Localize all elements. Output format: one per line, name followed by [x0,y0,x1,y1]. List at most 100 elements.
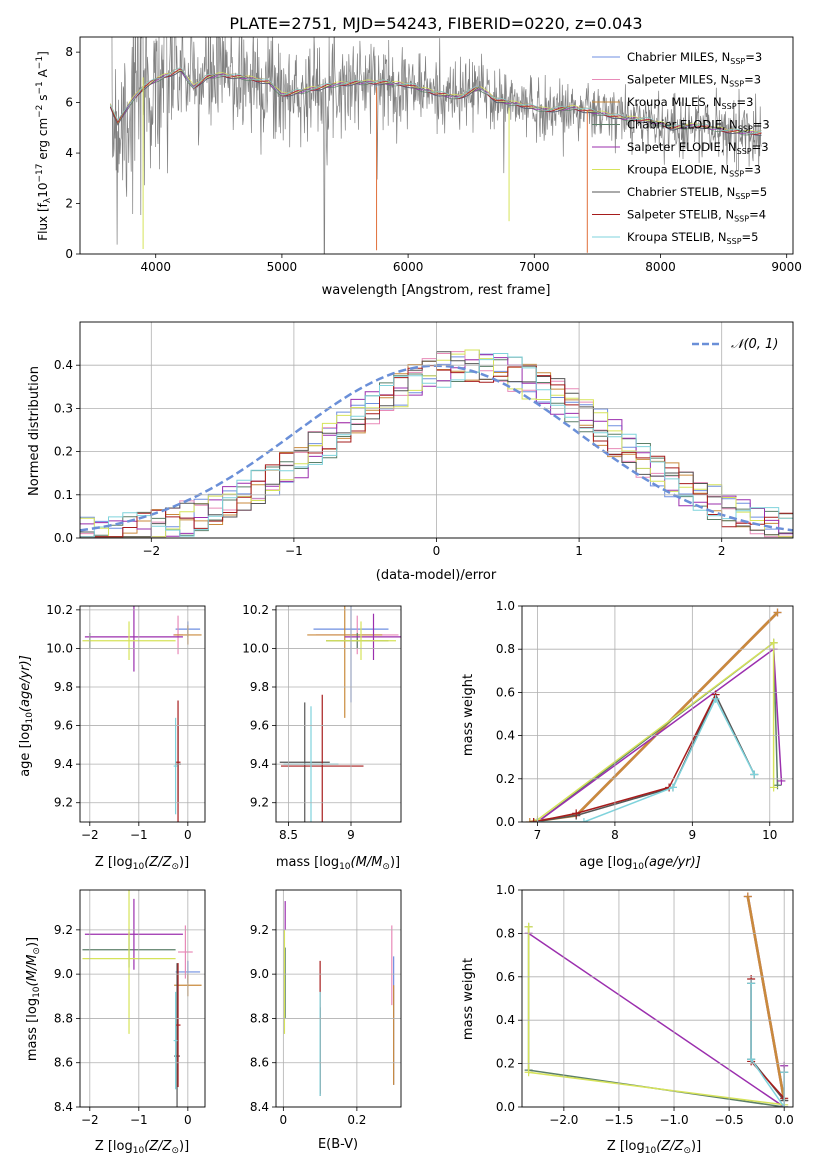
residuals-ytick-label: 0.3 [54,401,73,415]
weight-series-line [533,692,755,822]
mass-vs-Z-ytick-label: 9.2 [54,923,73,937]
weight-point-marker [773,608,782,617]
weight-point-marker [668,783,677,792]
weight-point-marker [747,1055,756,1064]
weight-point-marker [773,781,782,790]
age-vs-mass-ytick-label: 10.2 [242,603,269,617]
ebv-marks [283,901,395,1096]
weight-vs-age-xtick-label: 7 [534,828,542,842]
weight-point-marker [711,694,720,703]
spectrum-xtick-label: 6000 [393,260,424,274]
weight-vs-age-marks [525,608,786,822]
age-vs-Z-ytick-label: 9.2 [54,796,73,810]
residuals-xtick-label: 1 [575,544,583,558]
age-vs-mass-ytick-label: 9.8 [250,680,269,694]
weight-vs-age-xlabel: age [log10(age/yr)] [579,855,701,872]
age-vs-Z-ytick-label: 10.0 [46,641,73,655]
ebv-hist-xtick-label: 0 [280,1113,288,1127]
weight-vs-age-ytick-label: 0.0 [496,815,515,829]
spectrum-ytick-label: 6 [65,96,73,110]
age-vs-mass-ytick-label: 9.4 [250,757,269,771]
weight-point-marker [524,1068,533,1077]
legend-label: Chabrier ELODIE, NSSP=3 [627,118,770,134]
weight-vs-age-ytick-label: 0.8 [496,642,515,656]
mass-vs-z-ylabel: mass [log10(M/M⊙)] [25,937,42,1061]
residuals-xlabel: (data-model)/error [376,568,497,583]
legend-label: Salpeter ELODIE, NSSP=3 [627,140,769,156]
weight-point-marker [525,818,534,822]
figure-title: PLATE=2751, MJD=54243, FIBERID=0220, z=0… [229,14,642,33]
mass-vs-Z-frame [79,889,206,1108]
residuals-ytick-label: 0.2 [54,445,73,459]
ebv-hist-ytick-label: 8.6 [250,1056,269,1070]
residuals-ytick-label: 0.1 [54,488,73,502]
weight-vs-z-axes: −2.0 −1.5 −1.0 −0.5 0.0 0.0 0.2 0.4 0.6 0.8 1.0 [496,883,794,1127]
normal-legend-label: 𝒩(0, 1) [731,337,778,352]
spectrum-ytick-label: 4 [65,146,73,160]
age-vs-mass-ytick-label: 9.2 [250,796,269,810]
weight-vs-Z-xtick-label: −2.0 [549,1113,578,1127]
age-vs-Z-ytick-label: 10.2 [46,603,73,617]
weight-vs-z-xlabel: Z [log10(Z/Z⊙)] [607,1139,701,1156]
age-vs-mass-ytick-label: 9.6 [250,719,269,733]
ebv-xlabel: E(B-V) [318,1137,358,1152]
spectrum-frame [79,36,794,255]
mass-vs-Z-xtick-label: −1 [130,1113,148,1127]
weight-point-marker [572,809,581,818]
legend-label: Kroupa STELIB, NSSP=5 [627,230,758,246]
age-vs-mass-marks [279,606,401,822]
ebv-hist-xtick-label: 0.2 [347,1113,366,1127]
legend-label: Salpeter MILES, NSSP=3 [627,73,761,89]
mass-vs-z-axes: −2 −1 0 8.4 8.6 8.8 9.0 9.2 [54,889,206,1127]
spectrum-ylabel: Flux [fλ10−17 erg cm−2 s−1 A−1] [35,51,53,241]
legend-label: Chabrier MILES, NSSP=3 [627,50,762,66]
weight-vs-z-ylabel: mass weight [461,958,476,1040]
age-vs-z-xlabel: Z [log10(Z/Z⊙)] [95,855,189,872]
residuals-ytick-label: 0.4 [54,358,73,372]
ebv-hist-ytick-label: 9.0 [250,967,269,981]
age-vs-z-axes: −2 −1 0 9.2 9.4 9.6 9.8 10.0 10.2 [46,603,206,842]
age-vs-mass-panel: 8.5 9 9.2 9.4 9.6 9.8 10.0 10.2 mass [log10(M/M… [242,603,402,872]
age-vs-Z-xtick-label: −1 [130,828,148,842]
mass-vs-Z-xtick-label: 0 [184,1113,192,1127]
residuals-ylabel: Normed distribution [27,366,42,496]
weight-vs-Z-xtick-label: −0.5 [715,1113,744,1127]
residuals-xtick-label: 2 [718,544,726,558]
weight-vs-age-ytick-label: 0.2 [496,772,515,786]
weight-series-line [527,926,785,1107]
weight-vs-age-ylabel: mass weight [461,674,476,756]
residual-histogram-step [80,360,793,538]
age-vs-mass-frame [275,605,402,823]
weight-point-marker [579,818,588,822]
legend-label: Salpeter STELIB, NSSP=4 [627,208,766,224]
weight-vs-z-panel: −2.0 −1.5 −1.0 −0.5 0.0 0.0 0.2 0.4 0.6 0.8 1.0 Z … [461,883,794,1156]
mass-vs-Z-xtick-label: −2 [81,1113,99,1127]
weight-point-marker [750,770,759,779]
weight-point-marker [524,922,533,931]
ebv-panel: 0 0.2 8.4 8.6 8.8 9.0 9.2 E(B-V) [250,889,402,1152]
residuals-frame [79,321,794,539]
weight-vs-age-axes: 7 8 9 10 0.0 0.2 0.4 0.6 0.8 1.0 [496,599,794,842]
spectrum-xtick-label: 8000 [645,260,676,274]
mass-vs-z-panel: −2 −1 0 8.4 8.6 8.8 9.0 9.2 Z [log10(Z/Z⊙)] mas… [25,889,206,1156]
residuals-xtick-label: −1 [285,544,303,558]
weight-vs-Z-frame [521,889,794,1108]
mass-vs-z-marks [82,890,202,1107]
weight-series-line [746,896,786,1101]
weight-point-marker [769,783,778,792]
mass-vs-Z-ytick-label: 8.4 [54,1100,73,1114]
weight-vs-Z-xtick-label: −1.0 [659,1113,688,1127]
spectrum-ytick-label: 0 [65,247,73,261]
weight-series-line [527,926,785,1106]
weight-vs-age-ytick-label: 0.6 [496,685,515,699]
weight-vs-Z-ytick-label: 0.4 [496,1013,515,1027]
weight-vs-Z-ytick-label: 0.2 [496,1057,515,1071]
weight-point-marker [743,892,752,901]
weight-vs-age-xtick-label: 10 [762,828,777,842]
legend-label: Kroupa MILES, NSSP=3 [627,95,753,111]
weight-series-line [750,979,785,1099]
age-vs-z-ylabel: age [log10(age/yr)] [18,655,35,777]
weight-vs-Z-ytick-label: 0.6 [496,970,515,984]
spectrum-xlabel: wavelength [Angstrom, rest frame] [322,283,551,298]
ebv-hist-ytick-label: 9.2 [250,923,269,937]
